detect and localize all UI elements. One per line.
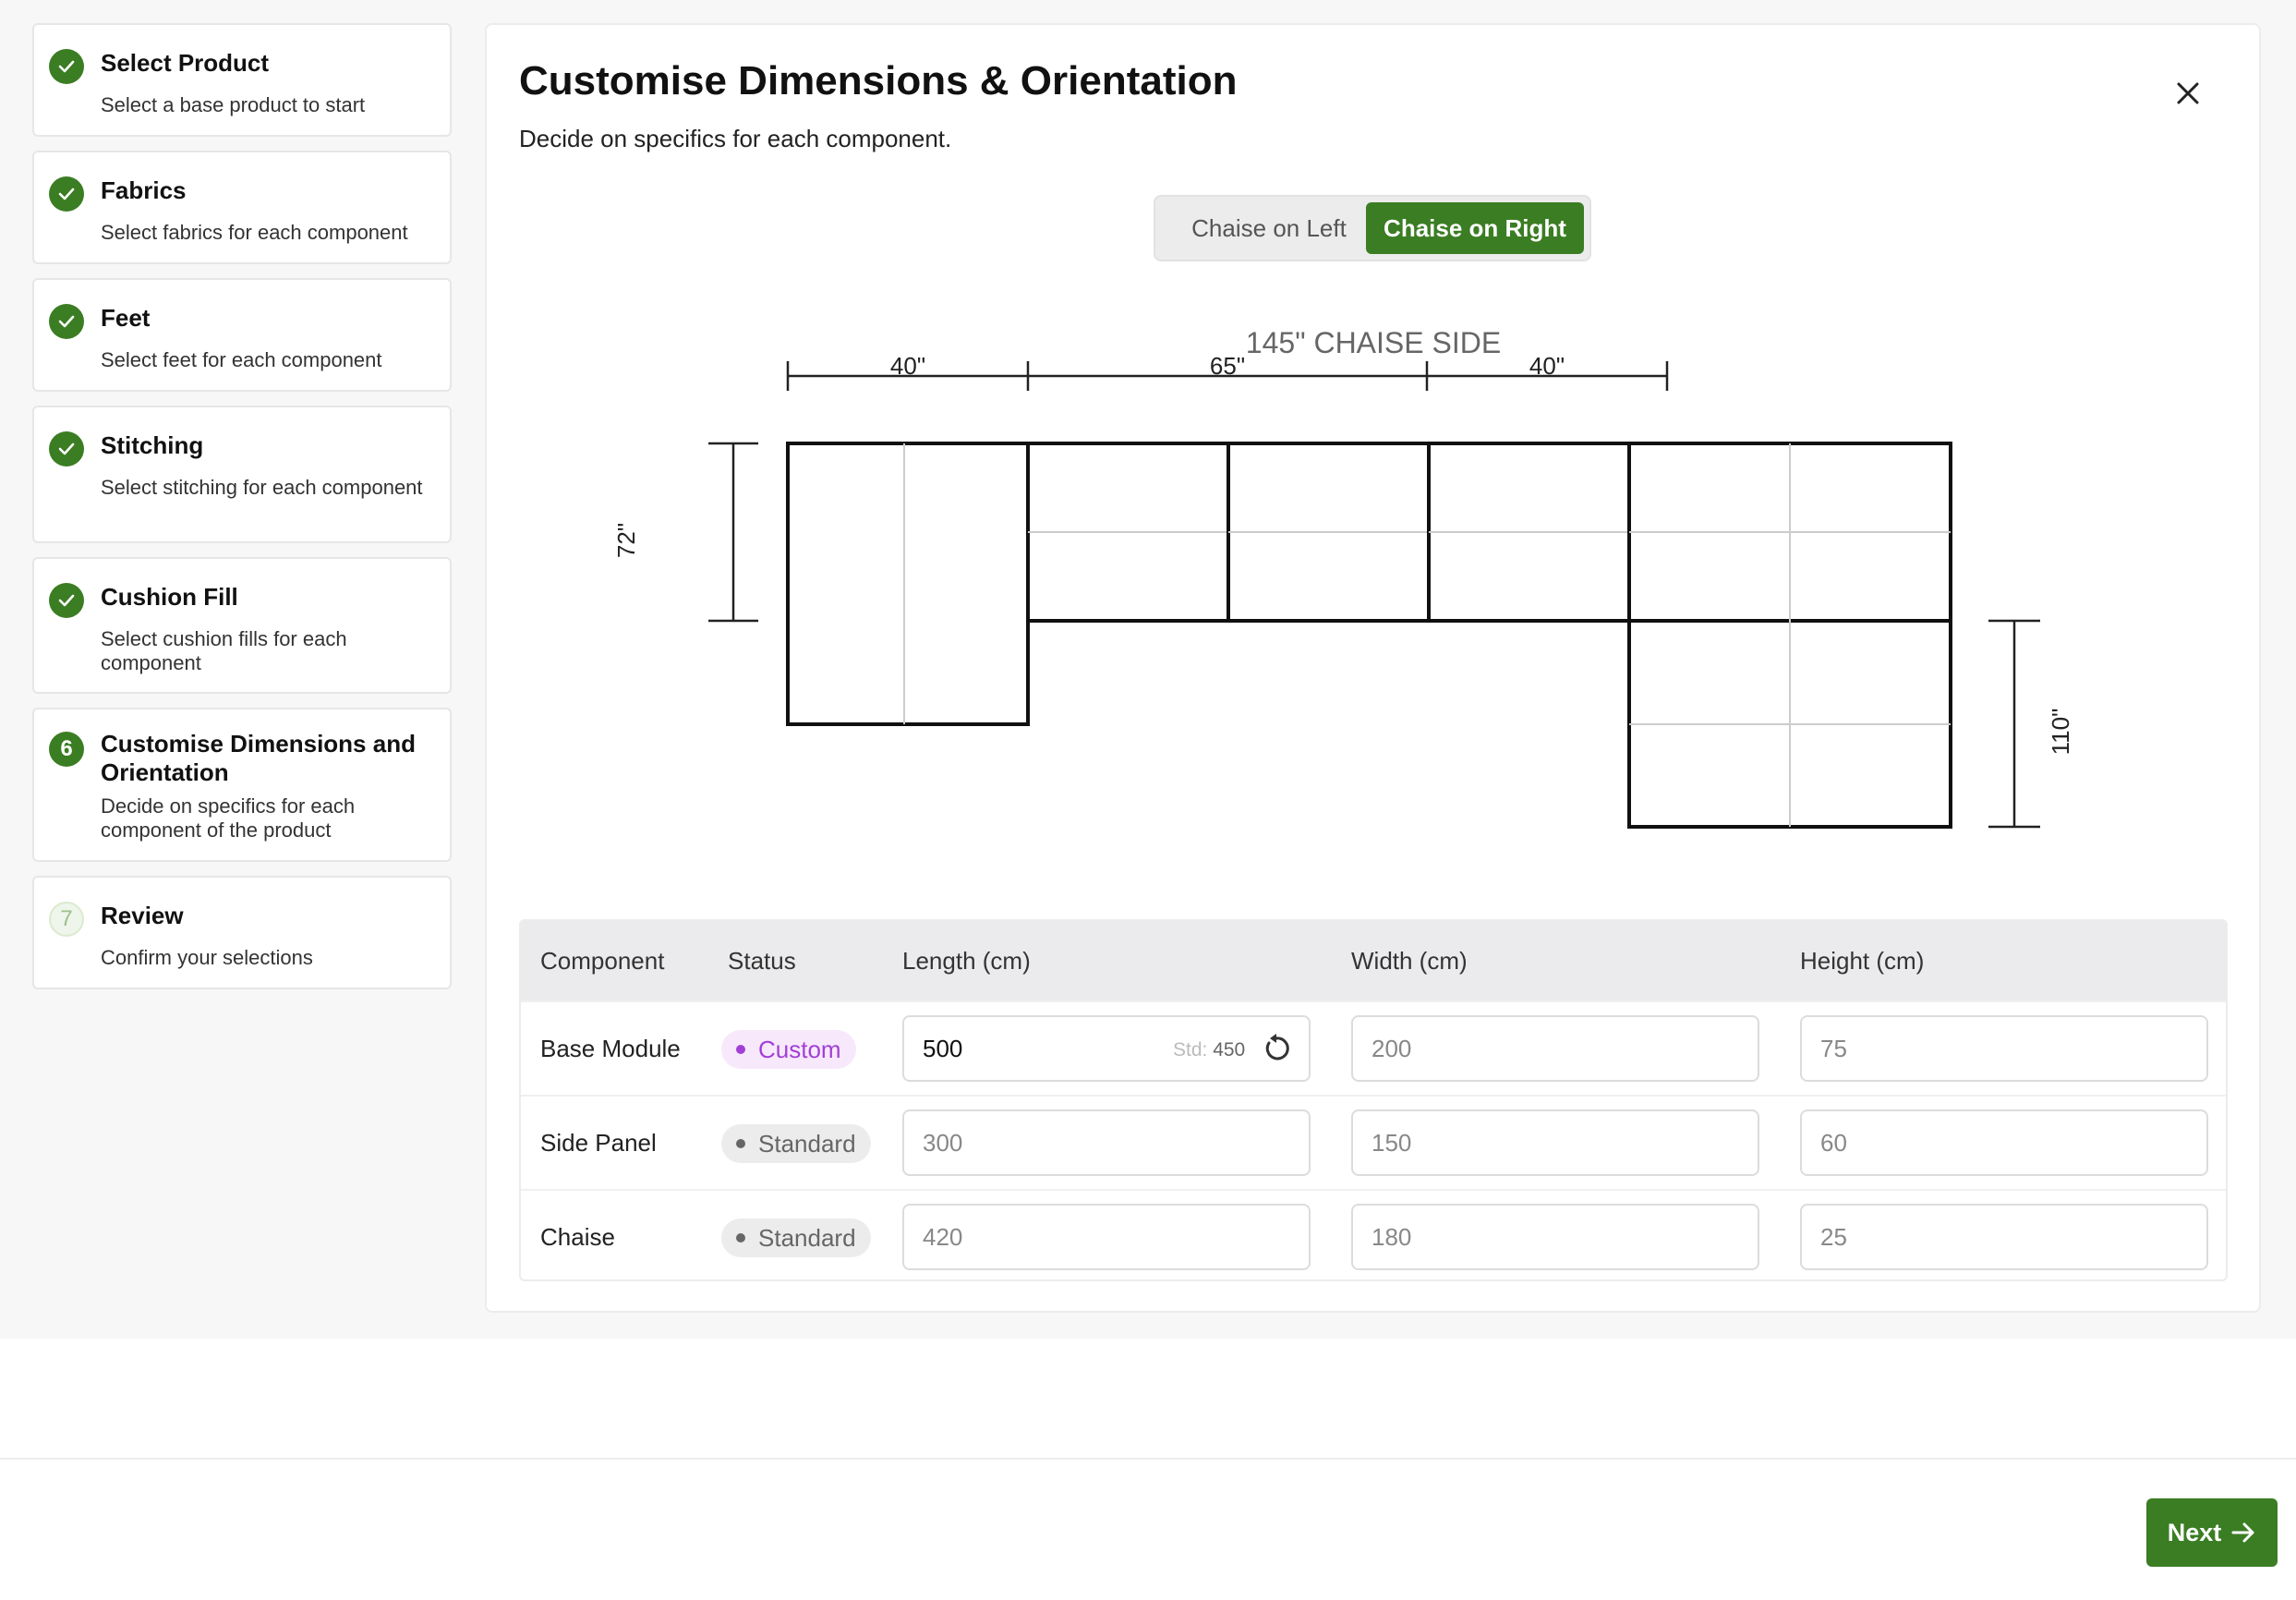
sofa-module-chaise: [1627, 442, 1952, 829]
step-feet[interactable]: Feet Select feet for each component: [32, 278, 452, 392]
step-title: Cushion Fill: [101, 583, 238, 611]
page-subtitle: Decide on specifics for each component.: [519, 125, 952, 152]
dimension-label-110: 110": [2047, 709, 2074, 756]
footer-divider: [0, 1458, 2296, 1460]
check-icon: [49, 431, 84, 467]
step-description: Select stitching for each component: [101, 476, 423, 499]
sofa-module-seat: [1427, 442, 1631, 623]
column-header-length: Length (cm): [902, 947, 1031, 975]
close-icon: [2177, 82, 2199, 104]
sofa-diagram: 145" CHAISE SIDE 40" 65" 40" 72": [612, 326, 2074, 829]
check-icon: [49, 304, 84, 339]
width-input[interactable]: [1351, 1109, 1759, 1176]
step-title: Customise Dimensions and Orientation: [101, 730, 416, 786]
step-title: Review: [101, 902, 184, 929]
step-title: Feet: [101, 304, 151, 332]
sofa-module-left-corner: [786, 442, 1030, 726]
width-input[interactable]: [1351, 1204, 1759, 1270]
app-area: Select Product Select a base product to …: [32, 23, 2261, 1313]
step-description: Select a base product to start: [101, 93, 366, 116]
close-button[interactable]: [2168, 73, 2208, 114]
orientation-toggle: Chaise on Left Chaise on Right: [1154, 195, 1591, 261]
next-button[interactable]: Next: [2146, 1498, 2278, 1567]
column-header-height: Height (cm): [1800, 947, 1925, 975]
column-header-status: Status: [728, 947, 796, 975]
step-fabrics[interactable]: Fabrics Select fabrics for each componen…: [32, 151, 452, 264]
step-description: Decide on specifics for each component o…: [101, 794, 356, 842]
table-row: Base Module Custom Std: 450: [521, 1000, 2226, 1095]
next-button-label: Next: [2167, 1518, 2222, 1546]
step-cushion-fill[interactable]: Cushion Fill Select cushion fills for ea…: [32, 557, 452, 694]
status-badge: Custom: [721, 1030, 856, 1069]
width-input[interactable]: [1351, 1015, 1759, 1082]
left-dimension-line: [708, 442, 758, 623]
height-input[interactable]: [1800, 1015, 2208, 1082]
step-title: Fabrics: [101, 176, 187, 204]
right-dimension-line: [1988, 619, 2040, 829]
length-input[interactable]: [902, 1109, 1311, 1176]
step-description: Select fabrics for each component: [101, 221, 408, 244]
step-description: Select feet for each component: [101, 348, 382, 371]
reset-icon[interactable]: [1260, 1032, 1293, 1065]
check-icon: [49, 176, 84, 212]
status-badge: Standard: [721, 1218, 871, 1257]
component-name: Side Panel: [540, 1129, 657, 1157]
step-select-product[interactable]: Select Product Select a base product to …: [32, 23, 452, 137]
sofa-module-seat: [1026, 442, 1230, 623]
dimensions-table: Component Status Length (cm) Width (cm) …: [519, 919, 2228, 1281]
component-name: Base Module: [540, 1035, 681, 1062]
dimension-label-40-left: 40": [890, 352, 925, 380]
table-row: Chaise Standard: [521, 1189, 2226, 1279]
height-input[interactable]: [1800, 1204, 2208, 1270]
step-customise-dimensions[interactable]: 6 Customise Dimensions and Orientation D…: [32, 708, 452, 862]
status-badge: Standard: [721, 1124, 871, 1163]
check-icon: [49, 49, 84, 84]
dimension-label-65: 65": [1210, 352, 1245, 380]
step-review[interactable]: 7 Review Confirm your selections: [32, 876, 452, 989]
height-input[interactable]: [1800, 1109, 2208, 1176]
dimension-label-72: 72": [612, 523, 640, 558]
step-number-badge: 6: [49, 732, 84, 767]
column-header-component: Component: [540, 947, 665, 975]
column-header-width: Width (cm): [1351, 947, 1468, 975]
step-number-badge: 7: [49, 902, 84, 937]
chaise-on-left-option[interactable]: Chaise on Left: [1191, 214, 1347, 242]
step-title: Stitching: [101, 431, 204, 459]
top-dimension-line: [786, 361, 1669, 391]
step-description: Confirm your selections: [101, 946, 313, 969]
chaise-side-label: 145" CHAISE SIDE: [1246, 326, 1501, 359]
chaise-on-right-option[interactable]: Chaise on Right: [1366, 202, 1584, 254]
dimension-label-40-right: 40": [1529, 352, 1565, 380]
step-title: Select Product: [101, 49, 270, 77]
table-row: Side Panel Standard: [521, 1095, 2226, 1189]
length-input[interactable]: [902, 1015, 1311, 1082]
standard-value-hint: Std: 450: [1173, 1039, 1246, 1061]
length-input[interactable]: [902, 1204, 1311, 1270]
step-stitching[interactable]: Stitching Select stitching for each comp…: [32, 406, 452, 543]
component-name: Chaise: [540, 1223, 615, 1251]
sofa-module-seat: [1227, 442, 1431, 623]
step-description: Select cushion fills for each component: [101, 627, 347, 674]
check-icon: [49, 583, 84, 618]
table-header: Component Status Length (cm) Width (cm) …: [521, 921, 2226, 1000]
main-panel: Customise Dimensions & Orientation Decid…: [485, 23, 2261, 1313]
arrow-right-icon: [2231, 1522, 2254, 1543]
page-title: Customise Dimensions & Orientation: [519, 58, 1238, 103]
